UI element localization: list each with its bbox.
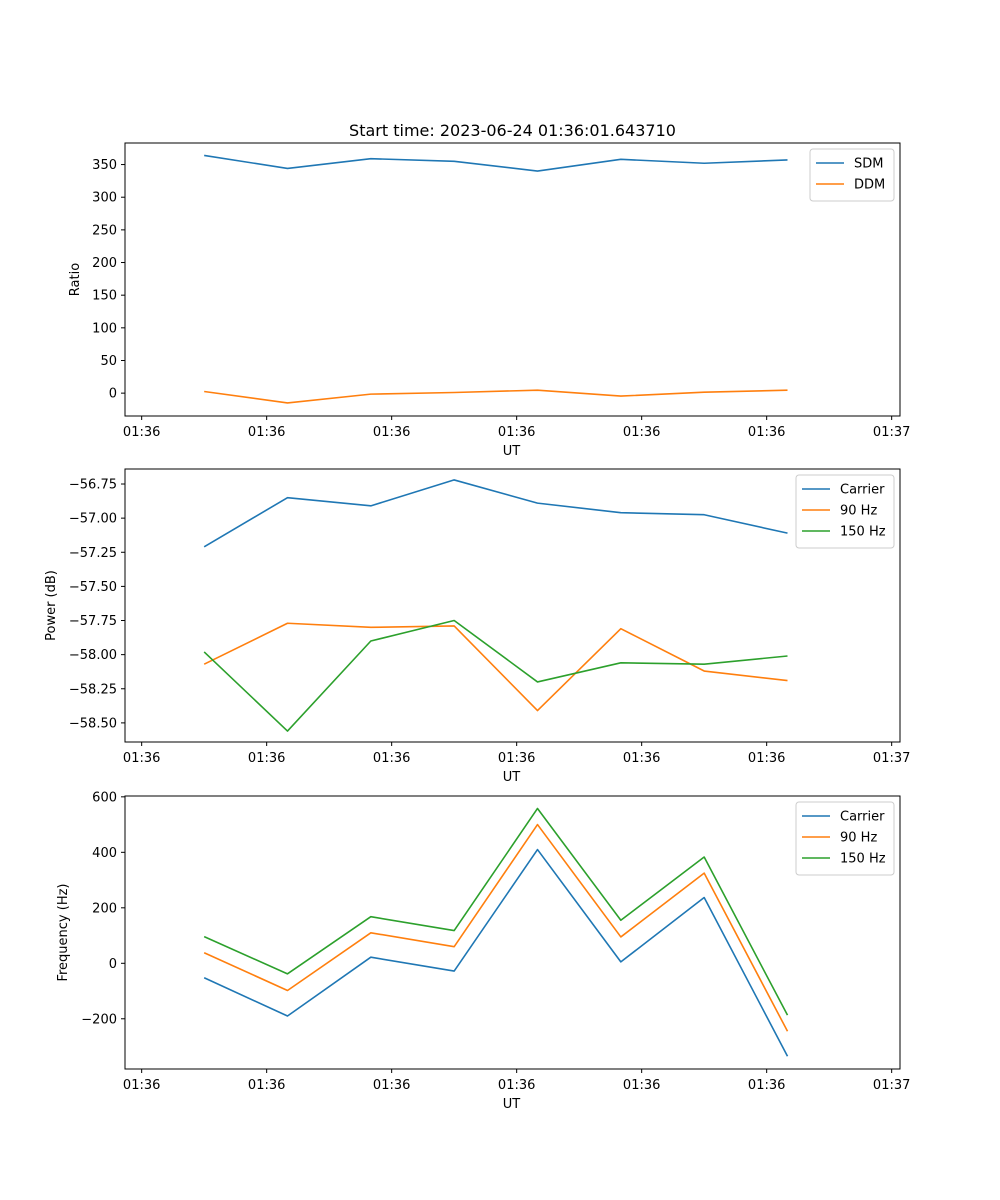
y-tick-label: −56.75 [69, 478, 117, 493]
x-tick-label: 01:36 [248, 751, 285, 766]
y-tick-label: 400 [92, 846, 117, 861]
y-tick-label: 200 [92, 901, 117, 916]
x-tick-label: 01:36 [373, 1078, 410, 1093]
x-tick-label: 01:36 [748, 1078, 785, 1093]
y-tick-label: −57.00 [69, 512, 117, 527]
y-tick-label: −57.25 [69, 546, 117, 561]
y-tick-label: −58.50 [69, 716, 117, 731]
chart-panel-1: 01:36 01:36 01:36 01:36 01:36 01:36 01:37 0 50 10… [68, 142, 910, 459]
legend-label: DDM [854, 178, 885, 193]
x-tick-label: 01:36 [373, 751, 410, 766]
legend: Carrier 90 Hz 150 Hz [795, 474, 895, 549]
chart-panel-3: 01:36 01:36 01:36 01:36 01:36 01:36 01:37 −200 0… [56, 790, 910, 1112]
legend-label: 150 Hz [840, 852, 886, 867]
series-line-90-hz [203, 622, 788, 712]
chart-panel-2: 01:36 01:36 01:36 01:36 01:36 01:36 01:37 −58.5… [44, 468, 910, 785]
x-axis-label: UT [503, 1097, 521, 1112]
y-tick-label: 300 [92, 191, 117, 206]
y-tick-label: 0 [109, 387, 117, 402]
y-axis-label: Power (dB) [44, 570, 59, 641]
x-tick-label: 01:36 [623, 425, 660, 440]
series-line-90-hz [203, 823, 789, 1032]
y-tick-label: −200 [81, 1012, 117, 1027]
y-tick-label: −58.25 [69, 682, 117, 697]
series-line-150-hz [203, 807, 789, 1016]
y-tick-label: −57.50 [69, 580, 117, 595]
x-tick-label: 01:36 [623, 1078, 660, 1093]
legend-box [809, 148, 895, 202]
x-tick-label: 01:36 [123, 425, 160, 440]
y-tick-label: 200 [92, 256, 117, 271]
y-tick-label: 50 [100, 354, 117, 369]
x-tick-label: 01:37 [873, 1078, 910, 1093]
y-tick-label: 350 [92, 158, 117, 173]
x-tick-label: 01:36 [248, 1078, 285, 1093]
x-tick-label: 01:36 [498, 425, 535, 440]
x-tick-label: 01:37 [873, 751, 910, 766]
legend-label: 150 Hz [840, 525, 886, 540]
legend-box [795, 801, 895, 876]
legend-label: SDM [854, 157, 883, 172]
x-tick-label: 01:36 [498, 1078, 535, 1093]
x-tick-label: 01:36 [498, 751, 535, 766]
legend-label: Carrier [840, 810, 885, 825]
legend-box [795, 474, 895, 549]
x-tick-label: 01:36 [748, 751, 785, 766]
x-tick-label: 01:36 [123, 1078, 160, 1093]
x-tick-label: 01:36 [623, 751, 660, 766]
y-tick-label: 100 [92, 321, 117, 336]
y-axis-label: Frequency (Hz) [56, 883, 71, 981]
x-tick-label: 01:36 [123, 751, 160, 766]
legend: SDM DDM [809, 148, 895, 202]
x-tick-label: 01:36 [748, 425, 785, 440]
series-line-carrier [203, 848, 789, 1057]
x-axis-label: UT [503, 770, 521, 785]
series-line-ddm [204, 389, 788, 404]
x-tick-label: 01:37 [873, 425, 910, 440]
axes-frame [124, 795, 901, 1070]
panels: 01:36 01:36 01:36 01:36 01:36 01:36 01:37 0 50 10… [44, 142, 910, 1112]
legend: Carrier 90 Hz 150 Hz [795, 801, 895, 876]
axes-frame [124, 468, 901, 743]
x-axis-label: UT [503, 444, 521, 459]
x-tick-label: 01:36 [248, 425, 285, 440]
y-tick-label: 600 [92, 790, 117, 805]
y-tick-label: −58.00 [69, 648, 117, 663]
series-line-150-hz [203, 619, 788, 732]
figure-title: Start time: 2023-06-24 01:36:01.643710 [349, 121, 676, 140]
legend-label: 90 Hz [840, 831, 877, 846]
series-line-carrier [203, 479, 788, 548]
series-line-sdm [204, 154, 788, 172]
axes-frame [124, 142, 901, 417]
y-tick-label: 250 [92, 223, 117, 238]
y-axis-label: Ratio [68, 263, 83, 296]
y-tick-label: 0 [109, 957, 117, 972]
legend-label: Carrier [840, 483, 885, 498]
legend-label: 90 Hz [840, 504, 877, 519]
x-tick-label: 01:36 [373, 425, 410, 440]
y-tick-label: 150 [92, 289, 117, 304]
y-tick-label: −57.75 [69, 614, 117, 629]
